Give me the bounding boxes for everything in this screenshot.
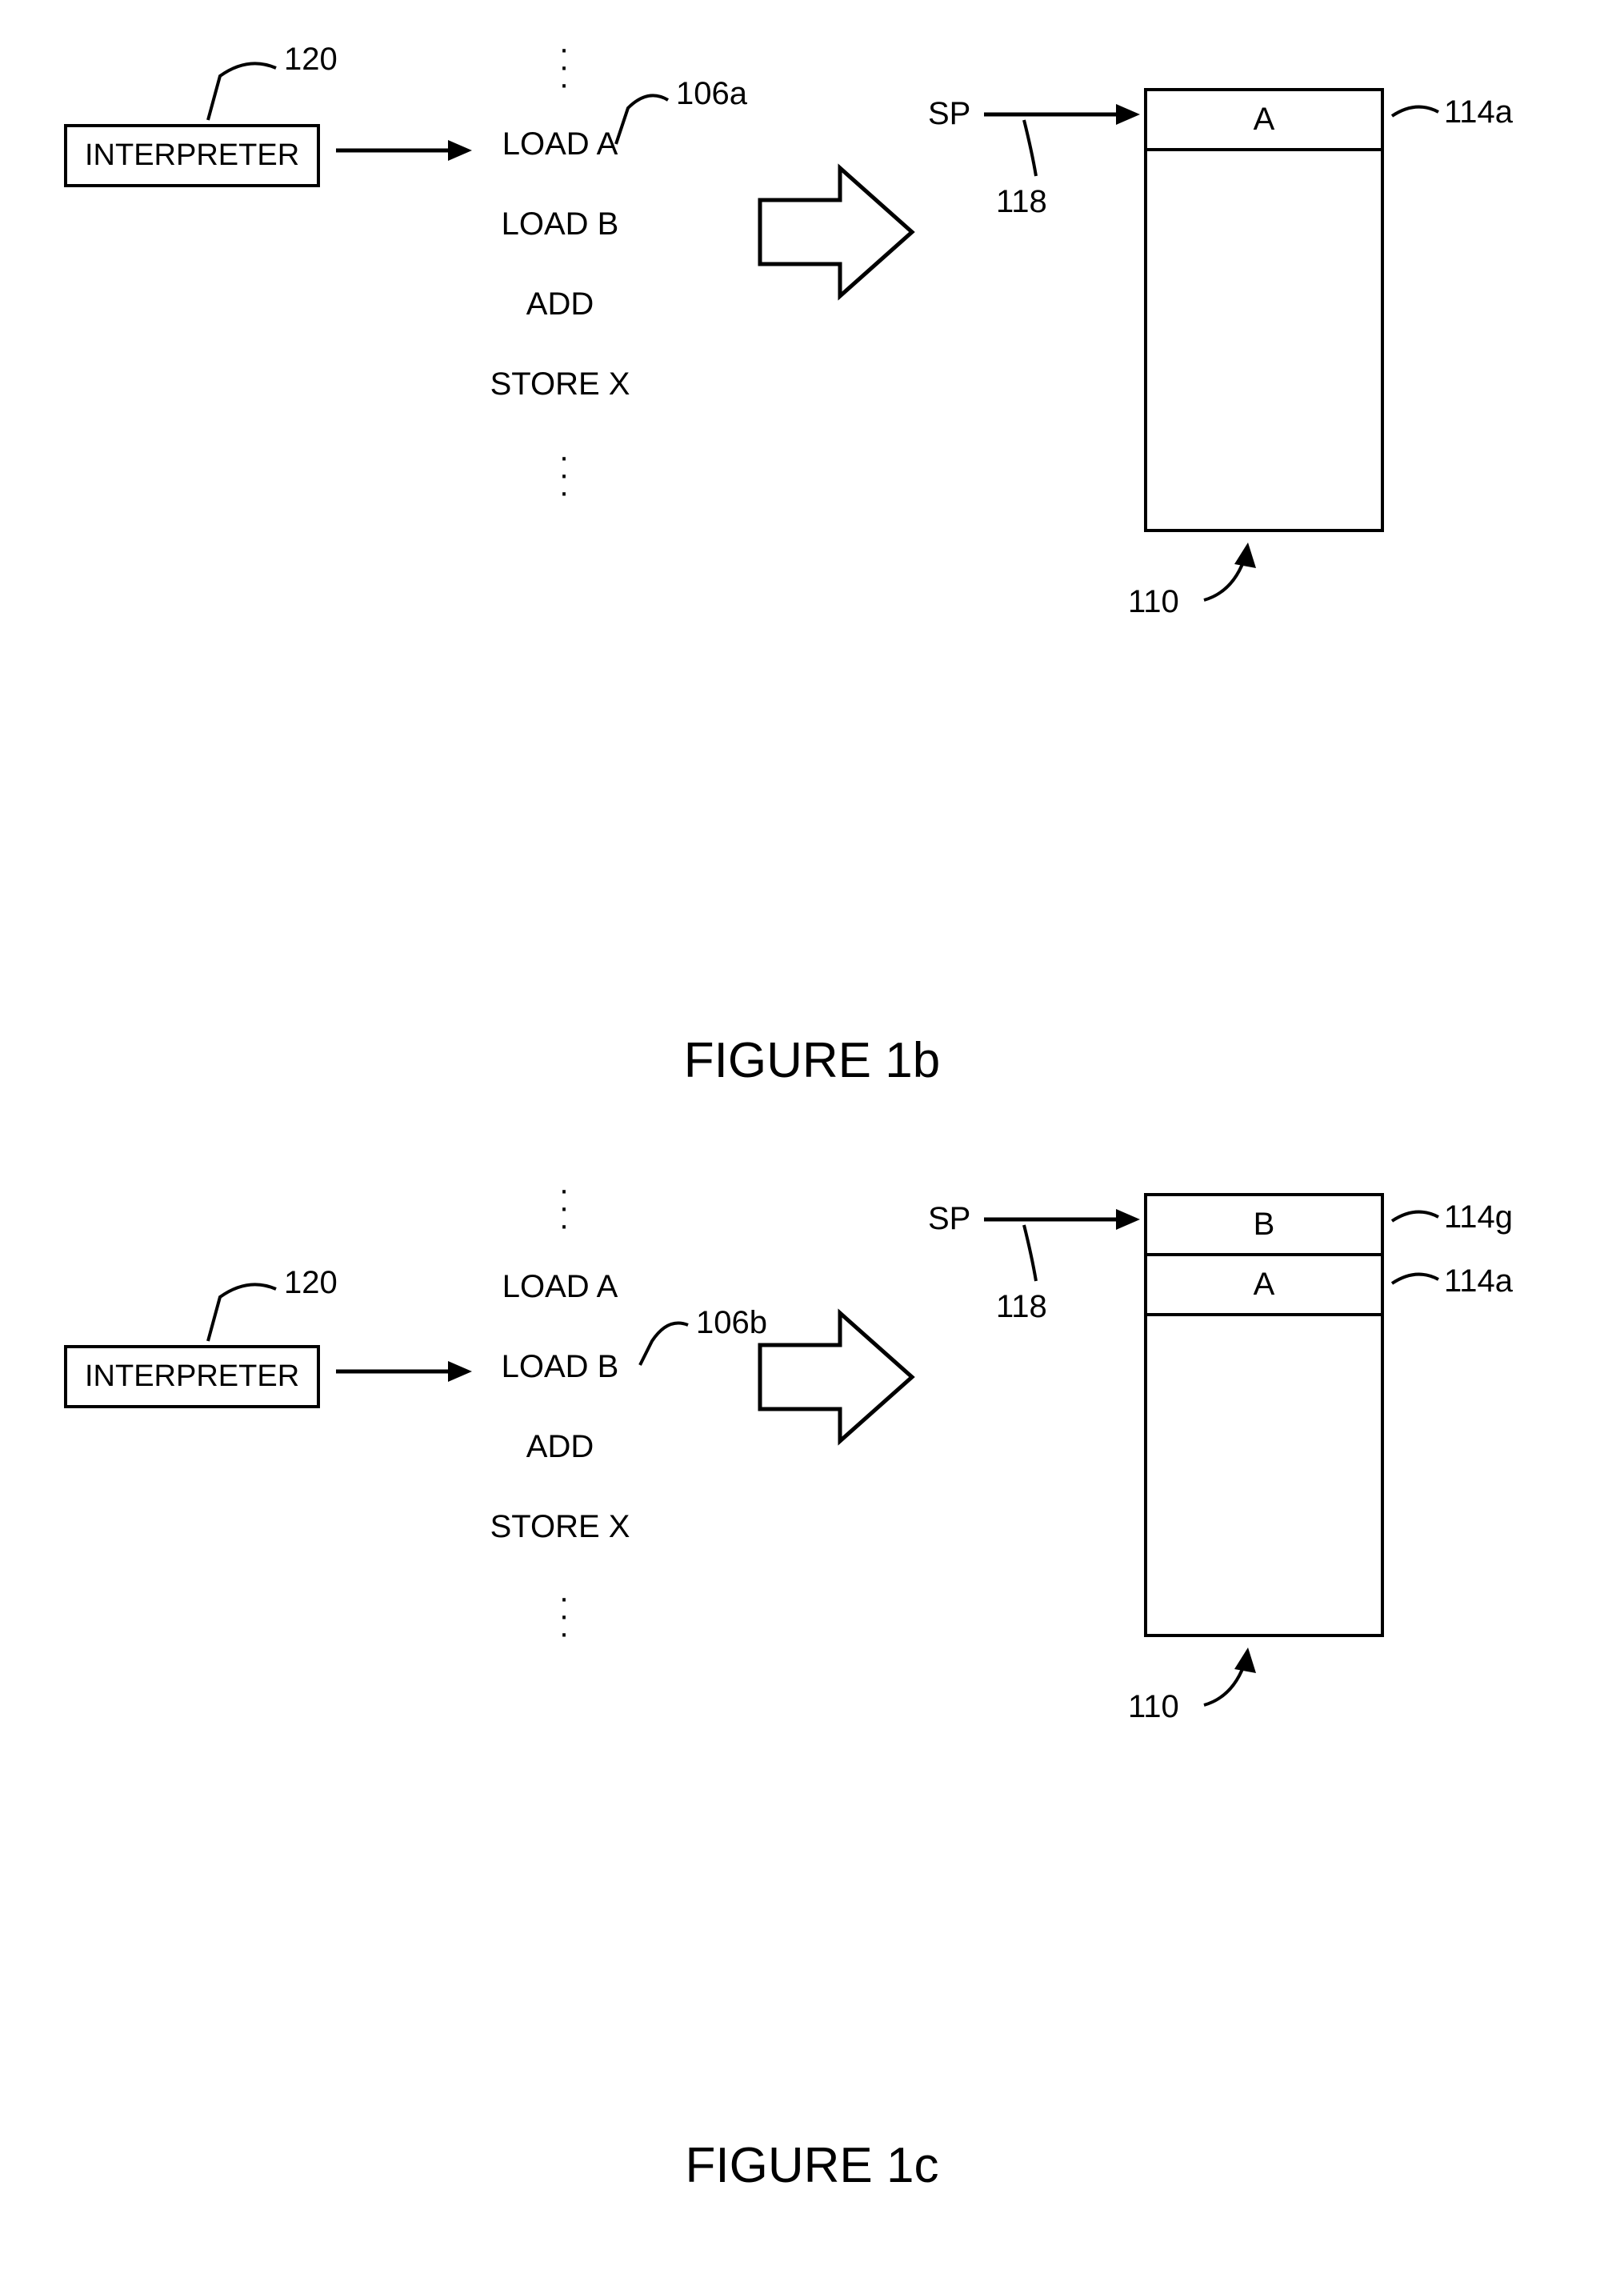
ref-label-118: 118 (996, 184, 1047, 220)
stack-cell-c-0: B (1147, 1196, 1381, 1256)
ref-label-106a: 106a (676, 76, 747, 112)
figure-1b: 120 INTERPRETER LOAD A LOAD B ADD STORE … (32, 32, 1592, 952)
interpreter-box: INTERPRETER (64, 124, 320, 187)
figure-caption-b: FIGURE 1b (32, 1032, 1592, 1089)
instr-c-3: STORE X (456, 1509, 664, 1545)
interpreter-label: INTERPRETER (85, 138, 299, 172)
ref-label-106b: 106b (696, 1305, 767, 1341)
stack-cell-0: A (1147, 91, 1381, 151)
stack-c: B A (1144, 1193, 1384, 1637)
ref-label-120: 120 (284, 42, 338, 78)
dots-bottom: ··· (556, 448, 572, 501)
ref-label-110: 110 (1128, 584, 1179, 620)
ref-label-114a: 114a (1444, 94, 1513, 130)
ref-label-114g: 114g (1444, 1199, 1513, 1235)
stack-cell-c-1: A (1147, 1256, 1381, 1316)
instr-0: LOAD A (456, 126, 664, 162)
ref-label-118-c: 118 (996, 1289, 1047, 1325)
instr-3: STORE X (456, 366, 664, 402)
instr-c-2: ADD (456, 1429, 664, 1465)
interpreter-box-c: INTERPRETER (64, 1345, 320, 1408)
dots-top-c: ··· (556, 1181, 572, 1234)
sp-label-c: SP (928, 1201, 970, 1237)
ref-label-120-c: 120 (284, 1265, 338, 1301)
ref-label-110-c: 110 (1128, 1689, 1179, 1725)
dots-bottom-c: ··· (556, 1589, 572, 1642)
figure-caption-c: FIGURE 1c (32, 2137, 1592, 2194)
instr-2: ADD (456, 286, 664, 322)
interpreter-label-c: INTERPRETER (85, 1359, 299, 1393)
instr-c-1: LOAD B (456, 1349, 664, 1385)
instr-c-0: LOAD A (456, 1269, 664, 1305)
stack: A (1144, 88, 1384, 532)
figure-1c: 120 INTERPRETER LOAD A LOAD B ADD STORE … (32, 1137, 1592, 2057)
sp-label: SP (928, 96, 970, 132)
dots-top: ··· (556, 40, 572, 93)
ref-label-114a-c: 114a (1444, 1263, 1513, 1299)
instr-1: LOAD B (456, 206, 664, 242)
